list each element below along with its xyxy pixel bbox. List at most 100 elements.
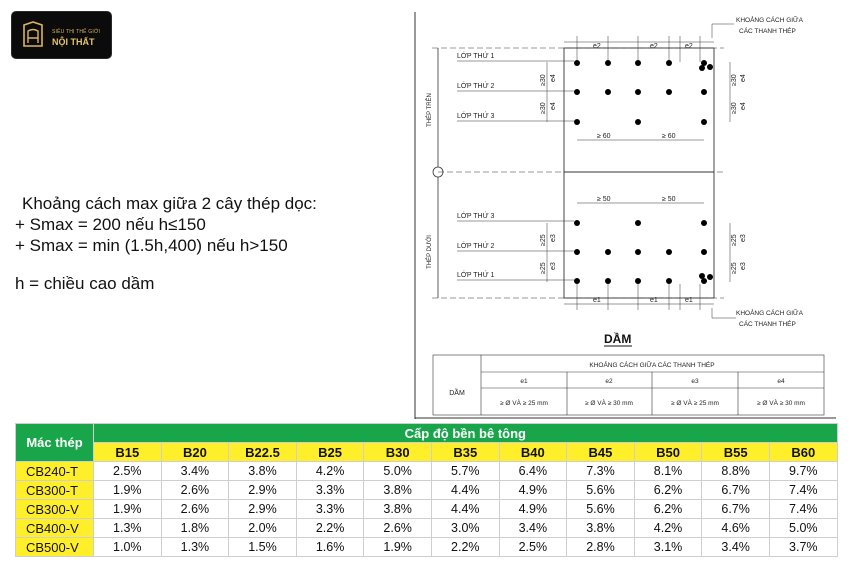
dim-e3-a: e3 [550,234,557,242]
layer-bottom-1: LỚP THỨ 1 [457,270,495,279]
grade-header: B55 [701,442,770,462]
steel-grade-cell: CB240-T [15,461,94,481]
ratio-cell: 2.6% [160,480,230,500]
logo-line-2: NỘI THẤT [52,37,95,47]
layer-top-2: LỚP THỨ 2 [457,81,495,90]
spec-val-e4: ≥ Ø VÀ ≥ 30 mm [757,398,805,407]
ratio-cell: 2.8% [566,537,635,557]
ratio-cell: 1.9% [93,499,162,519]
ratio-cell: 1.8% [160,518,230,538]
dim-ge25-c: ≥25 [731,234,738,246]
ratio-cell: 6.7% [701,499,770,519]
layer-top-1: LỚP THỨ 1 [457,51,495,60]
dim-e2-c: e2 [685,43,693,50]
spec-val-e3: ≥ Ø VÀ ≥ 25 mm [671,398,719,407]
ratio-cell: 3.8% [363,480,432,500]
grade-header: B15 [93,442,162,462]
spec-table-header: KHOẢNG CÁCH GIỮA CÁC THANH THÉP [589,360,714,369]
ratio-cell: 1.5% [228,537,297,557]
ratio-cell: 3.4% [160,461,230,481]
spec-col-e1: e1 [520,378,528,385]
brand-logo: SIÊU THỊ THẾ GIỚI NỘI THẤT [11,11,112,59]
concrete-class-header: Cấp độ bền bê tông [93,423,838,443]
ratio-cell: 7.4% [768,499,838,519]
spec-col-e4: e4 [777,378,785,385]
dim-ge30-c: ≥30 [731,74,738,86]
ratio-cell: 3.3% [295,499,365,519]
ratio-cell: 3.7% [768,537,838,557]
ratio-cell: 3.8% [566,518,635,538]
layer-top-3: LỚP THỨ 3 [457,111,495,120]
ratio-cell: 6.7% [701,480,770,500]
ratio-cell: 3.8% [228,461,297,481]
table-row: CB300-V 1.9% 2.6% 2.9% 3.3% 3.8% 4.4% 4.9% 5.6% 6… [15,499,838,519]
dim-ge50-a: ≥ 50 [597,196,611,203]
dim-ge25-a: ≥25 [540,234,547,246]
spec-val-e2: ≥ Ø VÀ ≥ 30 mm [585,398,633,407]
table-row: CB300-T 1.9% 2.6% 2.9% 3.3% 3.8% 4.4% 4.9% 5.6% 6… [15,480,838,500]
ratio-cell: 5.6% [566,499,635,519]
ratio-cell: 4.4% [430,499,500,519]
top-spacing-label-1: KHOẢNG CÁCH GIỮA [736,15,804,24]
grade-header: B20 [160,442,230,462]
dim-e4-c: e4 [740,74,747,82]
grade-header: B50 [633,442,703,462]
dim-e4-d: e4 [740,102,747,110]
ratio-cell: 4.2% [633,518,703,538]
concrete-grade-row: B15 B20 B22.5 B25 B30 B35 B40 B45 B50 B55 B60 [16,442,838,462]
grade-header: B30 [363,442,432,462]
ratio-cell: 5.0% [768,518,838,538]
spec-col-e3: e3 [691,378,699,385]
dim-e2-b: e2 [650,43,658,50]
dim-ge30-d: ≥30 [731,102,738,114]
drawing-title: DẦM [604,331,631,346]
ratio-cell: 3.8% [363,499,432,519]
ratio-cell: 6.2% [633,499,703,519]
logo-line-1: SIÊU THỊ THẾ GIỚI [52,29,101,35]
dim-ge25-d: ≥25 [731,262,738,274]
chair-icon [23,21,43,47]
ratio-cell: 4.6% [701,518,770,538]
ratio-cell: 6.2% [633,480,703,500]
grade-header: B25 [295,442,365,462]
spacing-spec-table [432,354,825,416]
grade-header: B40 [498,442,568,462]
ratio-cell: 1.9% [363,537,432,557]
ratio-cell: 7.4% [768,480,838,500]
table-row: CB400-V 1.3% 1.8% 2.0% 2.2% 2.6% 3.0% 3.4% 3.8% 4… [15,518,838,538]
grade-header: B45 [566,442,635,462]
note-line-4: h = chiều cao dầm [15,274,155,293]
dim-ge30-b: ≥30 [540,102,547,114]
dim-e4-a: e4 [550,74,557,82]
note-line-1: Khoảng cách max giữa 2 cây thép dọc: [22,194,317,213]
ratio-cell: 4.2% [295,461,365,481]
thep-tren-label: THÉP TRÊN [425,93,433,127]
spacing-notes: Khoảng cách max giữa 2 cây thép dọc: + S… [15,193,317,294]
dim-e2-a: e2 [593,43,601,50]
thep-duoi-label: THÉP DƯỚI [426,235,433,269]
ratio-cell: 2.5% [93,461,162,481]
ratio-table-body: CB240-T 2.5% 3.4% 3.8% 4.2% 5.0% 5.7% 6.4% 7.3% 8… [15,461,838,557]
dim-ge60-a: ≥ 60 [597,133,611,140]
ratio-cell: 2.9% [228,499,297,519]
ratio-cell: 9.7% [768,461,838,481]
dim-e3-d: e3 [740,262,747,270]
ratio-cell: 6.4% [498,461,568,481]
reinforcement-ratio-table: Mác thép Cấp độ bền bê tông B15 B20 B22.5 B… [15,423,838,557]
ratio-cell: 1.3% [160,537,230,557]
layer-bottom-2: LỚP THỨ 2 [457,241,495,250]
steel-grade-cell: CB300-T [15,480,94,500]
ratio-cell: 2.6% [160,499,230,519]
dim-e1-c: e1 [685,297,693,304]
ratio-cell: 3.3% [295,480,365,500]
note-line-2: + Smax = 200 nếu h≤150 [15,215,206,234]
ratio-cell: 2.2% [295,518,365,538]
ratio-cell: 4.9% [498,499,568,519]
dim-ge60-b: ≥ 60 [662,133,676,140]
spec-val-e1: ≥ Ø VÀ ≥ 25 mm [500,398,548,407]
dim-ge25-b: ≥25 [540,262,547,274]
ratio-cell: 5.7% [430,461,500,481]
ratio-cell: 2.2% [430,537,500,557]
dim-e1-a: e1 [593,297,601,304]
beam-rebar-drawing: THÉP TRÊN THÉP DƯỚI e2 e2 e2 KHOẢNG CÁCH… [414,12,836,419]
